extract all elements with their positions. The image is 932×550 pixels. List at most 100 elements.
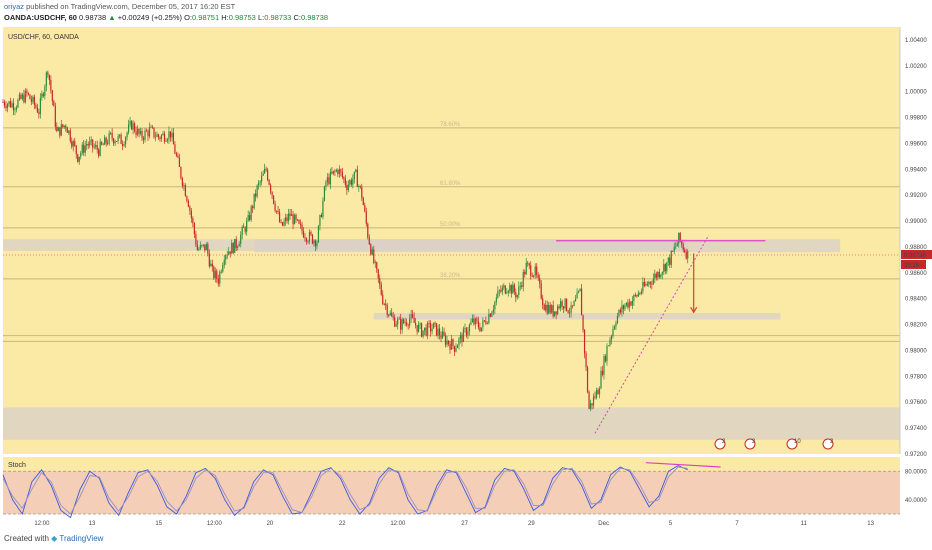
candle-down xyxy=(586,367,589,392)
candle-down xyxy=(295,214,297,220)
publisher-user[interactable]: oriyaz xyxy=(4,2,25,11)
candle-down xyxy=(27,92,30,95)
tradingview-brand[interactable]: TradingView xyxy=(59,534,104,543)
candle-up xyxy=(99,141,101,156)
candle-up xyxy=(308,232,311,242)
candle-up xyxy=(317,225,320,243)
candle-up xyxy=(162,133,164,136)
candle-up xyxy=(395,324,397,327)
price-chart[interactable]: 78.60% 61.80% 50.00% 38.20% 1.00400 1.00200 1… xyxy=(0,0,932,530)
candle-up xyxy=(570,305,572,313)
candle-down xyxy=(682,244,684,250)
candle-down xyxy=(310,232,312,235)
candle-up xyxy=(210,263,212,267)
time-tick-label: 29 xyxy=(528,521,535,527)
candle-up xyxy=(93,146,95,148)
candle-down xyxy=(403,319,405,323)
candle-down xyxy=(434,322,436,324)
candle-down xyxy=(479,327,481,332)
open-value: 0.98751 xyxy=(192,13,220,22)
price-tick-label: 0.99000 xyxy=(905,219,927,225)
candle-up xyxy=(250,206,252,220)
candle-down xyxy=(510,285,512,294)
candle-down xyxy=(265,168,267,170)
candle-down xyxy=(111,132,113,139)
candle-down xyxy=(74,141,76,146)
candle-up xyxy=(551,305,553,313)
candle-down xyxy=(365,211,367,224)
candle-up xyxy=(574,298,577,302)
candle-down xyxy=(192,218,194,224)
candle-down xyxy=(204,244,206,251)
price-tick-label: 1.00200 xyxy=(905,64,927,70)
candle-up xyxy=(657,271,659,278)
candle-down xyxy=(71,141,73,147)
created-with-text: Created with xyxy=(4,534,49,543)
footer: Created with ◆ TradingView xyxy=(4,534,103,543)
candle-up xyxy=(160,135,163,139)
candle-up xyxy=(150,126,152,128)
candle-up xyxy=(450,339,453,350)
candle-up xyxy=(86,143,88,146)
candle-down xyxy=(249,215,251,220)
candle-up xyxy=(228,251,230,255)
candle-up xyxy=(15,107,18,110)
candle-down xyxy=(669,257,671,265)
candle-down xyxy=(655,273,657,278)
candle-up xyxy=(72,141,74,147)
candle-down xyxy=(567,310,569,313)
candle-down xyxy=(12,103,15,111)
candle-down xyxy=(555,311,557,315)
candle-down xyxy=(35,104,37,108)
candle-down xyxy=(515,292,517,298)
candle-down xyxy=(521,285,523,287)
candle-down xyxy=(286,217,288,221)
candle-down xyxy=(540,283,542,299)
last-price: 0.98738 xyxy=(79,13,107,22)
high-label: H: xyxy=(221,13,229,22)
candle-down xyxy=(130,121,133,130)
candle-down xyxy=(376,262,378,270)
candle-up xyxy=(353,171,355,180)
candle-down xyxy=(196,244,198,251)
candle-up xyxy=(495,297,497,302)
candle-up xyxy=(409,318,411,326)
stoch-title: Stoch xyxy=(8,462,26,469)
candle-down xyxy=(211,263,213,267)
candle-down xyxy=(320,214,323,217)
candle-down xyxy=(412,314,414,318)
time-tick-label: 11 xyxy=(801,521,808,527)
candle-down xyxy=(180,166,182,179)
candle-down xyxy=(465,328,468,336)
candle-up xyxy=(80,152,82,157)
candle-up xyxy=(464,328,466,330)
candle-up xyxy=(633,295,635,301)
time-tick-label: Dec xyxy=(598,521,609,527)
candle-up xyxy=(595,389,598,398)
candle-up xyxy=(261,175,263,182)
candle-up xyxy=(114,141,116,144)
low-value: 0.98733 xyxy=(264,13,292,22)
candle-down xyxy=(367,223,369,238)
candle-down xyxy=(26,90,28,93)
candle-down xyxy=(62,124,64,128)
candle-down xyxy=(447,340,450,345)
candle-up xyxy=(220,271,222,273)
up-triangle-icon: ▲ xyxy=(108,13,116,22)
candle-down xyxy=(604,356,607,362)
candle-up xyxy=(240,234,242,244)
candle-up xyxy=(287,213,290,221)
candle-up xyxy=(124,137,127,145)
candle-up xyxy=(136,128,139,135)
candle-down xyxy=(356,169,358,187)
candle-down xyxy=(92,139,94,148)
candle-up xyxy=(545,304,547,311)
price-tick-label: 0.99800 xyxy=(905,116,927,122)
price-tick-label: 0.98800 xyxy=(905,245,927,251)
candle-up xyxy=(313,240,315,244)
candle-down xyxy=(473,318,475,325)
candle-down xyxy=(569,312,571,314)
candle-down xyxy=(243,226,245,228)
candle-down xyxy=(549,304,551,313)
candle-up xyxy=(14,109,16,111)
